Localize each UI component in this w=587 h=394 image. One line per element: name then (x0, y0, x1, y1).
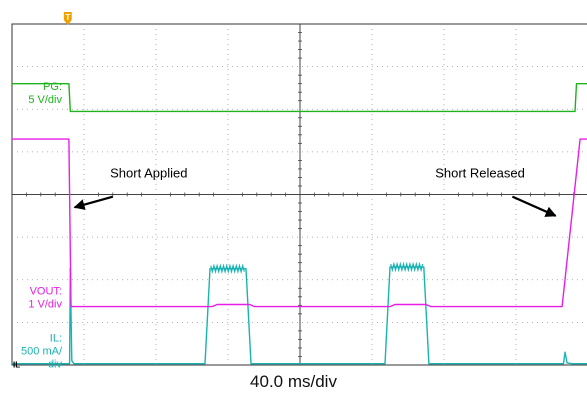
trigger-marker: T (63, 12, 72, 25)
channel-label-line: IL: (50, 333, 62, 345)
trace-il-ripple (390, 261, 424, 273)
annotation-arrow (73, 195, 114, 210)
trace-vout (12, 138, 587, 308)
channel-label-line: 5 V/div (28, 94, 62, 106)
trace-il (12, 266, 587, 365)
channel-label-line: 1 V/div (28, 299, 62, 311)
annotation-label: Short Released (435, 165, 525, 180)
trace-il-ripple (210, 263, 245, 275)
channel-label-line: 500 mA/ (21, 346, 63, 358)
ground-marker-il: IL (13, 361, 20, 370)
channel-label-il: IL: 500 mA/div (21, 333, 63, 371)
channel-label-line: VOUT: (30, 286, 62, 298)
channel-label-line: div (48, 359, 63, 371)
annotation-arrow (511, 195, 557, 217)
trigger-marker-label: T (65, 13, 70, 22)
trace-pg (12, 82, 587, 113)
channel-label-line: PG: (43, 81, 62, 93)
annotation-label: Short Applied (110, 165, 187, 180)
channel-label-vout: VOUT: 1 V/div (28, 286, 62, 311)
timebase-label: 40.0 ms/div (250, 372, 337, 391)
channel-label-pg: PG: 5 V/div (28, 81, 62, 106)
trigger-marker-shape (63, 12, 72, 25)
